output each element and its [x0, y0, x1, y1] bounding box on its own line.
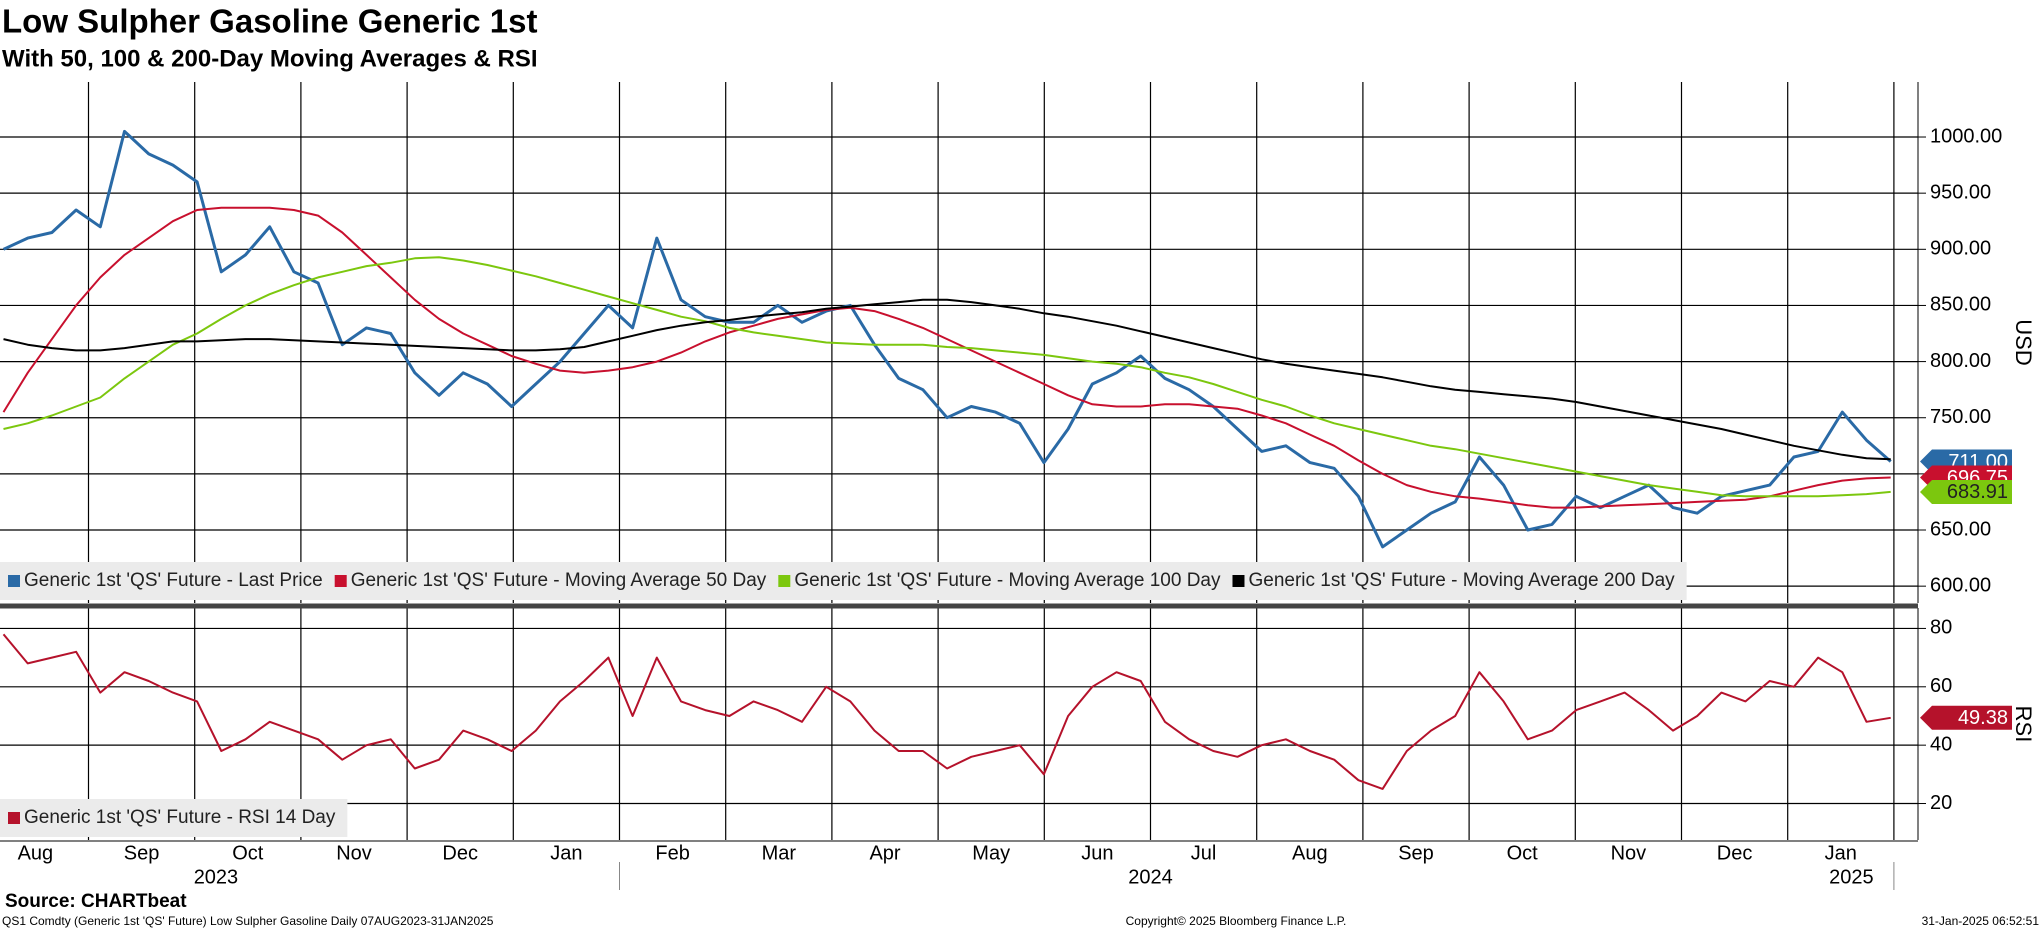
x-tick-label: Jan: [550, 842, 582, 864]
y-tick-label: 60: [1930, 675, 1952, 697]
chart-subtitle: With 50, 100 & 200-Day Moving Averages &…: [2, 45, 538, 72]
series-line: [3, 298, 1891, 461]
y-tick-label: 800.00: [1930, 350, 1991, 372]
footer-center: Copyright© 2025 Bloomberg Finance L.P.: [1126, 914, 1347, 928]
series-line: [3, 256, 1891, 498]
legend-label: Generic 1st 'QS' Future - Moving Average…: [351, 570, 767, 591]
legend-swatch: [778, 575, 791, 587]
x-tick-label: Nov: [336, 842, 372, 864]
last-value-tag: [1920, 479, 2012, 504]
legend-background: [0, 562, 1687, 600]
legend-swatch: [334, 575, 347, 587]
y-axis-label: RSI: [2011, 706, 2036, 743]
y-tick-label: 850.00: [1930, 294, 1991, 316]
year-label: 2025: [1829, 866, 1874, 888]
y-tick-label: 20: [1930, 792, 1952, 814]
y-tick-label: 80: [1930, 617, 1952, 639]
x-tick-label: Aug: [18, 842, 54, 864]
y-tick-label: 750.00: [1930, 406, 1991, 428]
series-line: [2, 129, 1892, 549]
x-tick-label: Aug: [1292, 842, 1328, 864]
chart-title: Low Sulpher Gasoline Generic 1st: [2, 3, 537, 40]
y-tick-label: 600.00: [1930, 574, 1991, 596]
x-tick-label: Oct: [232, 842, 264, 864]
legend-label: Generic 1st 'QS' Future - Moving Average…: [1248, 570, 1675, 591]
y-tick-label: 1000.00: [1930, 125, 2002, 147]
year-label: 2023: [194, 866, 239, 888]
legend-label: Generic 1st 'QS' Future - Moving Average…: [794, 570, 1221, 591]
x-tick-label: Mar: [762, 842, 797, 864]
footer-left: QS1 Comdty (Generic 1st 'QS' Future) Low…: [2, 914, 494, 928]
x-tick-label: Dec: [1717, 842, 1753, 864]
y-tick-label: 900.00: [1930, 238, 1991, 260]
x-tick-label: Jul: [1191, 842, 1217, 864]
y-axis-label: USD: [2011, 319, 2036, 365]
series-line: [2, 633, 1891, 790]
x-tick-label: Sep: [1398, 842, 1434, 864]
series-line: [2, 206, 1891, 509]
legend-label: Generic 1st 'QS' Future - Last Price: [24, 570, 323, 591]
year-label: 2024: [1128, 866, 1173, 888]
x-tick-label: Oct: [1507, 842, 1539, 864]
x-tick-label: May: [972, 842, 1010, 864]
x-tick-label: Apr: [869, 842, 900, 864]
x-tick-label: Dec: [442, 842, 478, 864]
y-tick-label: 40: [1930, 733, 1952, 755]
x-tick-label: Sep: [124, 842, 160, 864]
y-tick-label: 950.00: [1930, 181, 1991, 203]
legend-swatch: [8, 575, 20, 587]
last-value-label: 683.91: [1947, 481, 2008, 503]
x-tick-label: Jan: [1825, 842, 1857, 864]
legend: Generic 1st 'QS' Future - Last Price Gene…: [0, 562, 1687, 600]
x-tick-label: Feb: [655, 842, 689, 864]
legend-label: Generic 1st 'QS' Future - RSI 14 Day: [24, 807, 336, 828]
legend: Generic 1st 'QS' Future - RSI 14 Day: [0, 799, 348, 837]
legend-background: [0, 799, 348, 837]
x-tick-label: Jun: [1081, 842, 1113, 864]
x-tick-label: Nov: [1611, 842, 1647, 864]
source: Source: CHARTbeat: [5, 891, 187, 912]
y-tick-label: 650.00: [1930, 518, 1991, 540]
legend-swatch: [8, 812, 20, 824]
last-value-tag: [1920, 705, 2012, 730]
footer-right: 31-Jan-2025 06:52:51: [1922, 914, 2040, 928]
last-value-label: 49.38: [1958, 707, 2008, 729]
legend-swatch: [1232, 575, 1245, 587]
